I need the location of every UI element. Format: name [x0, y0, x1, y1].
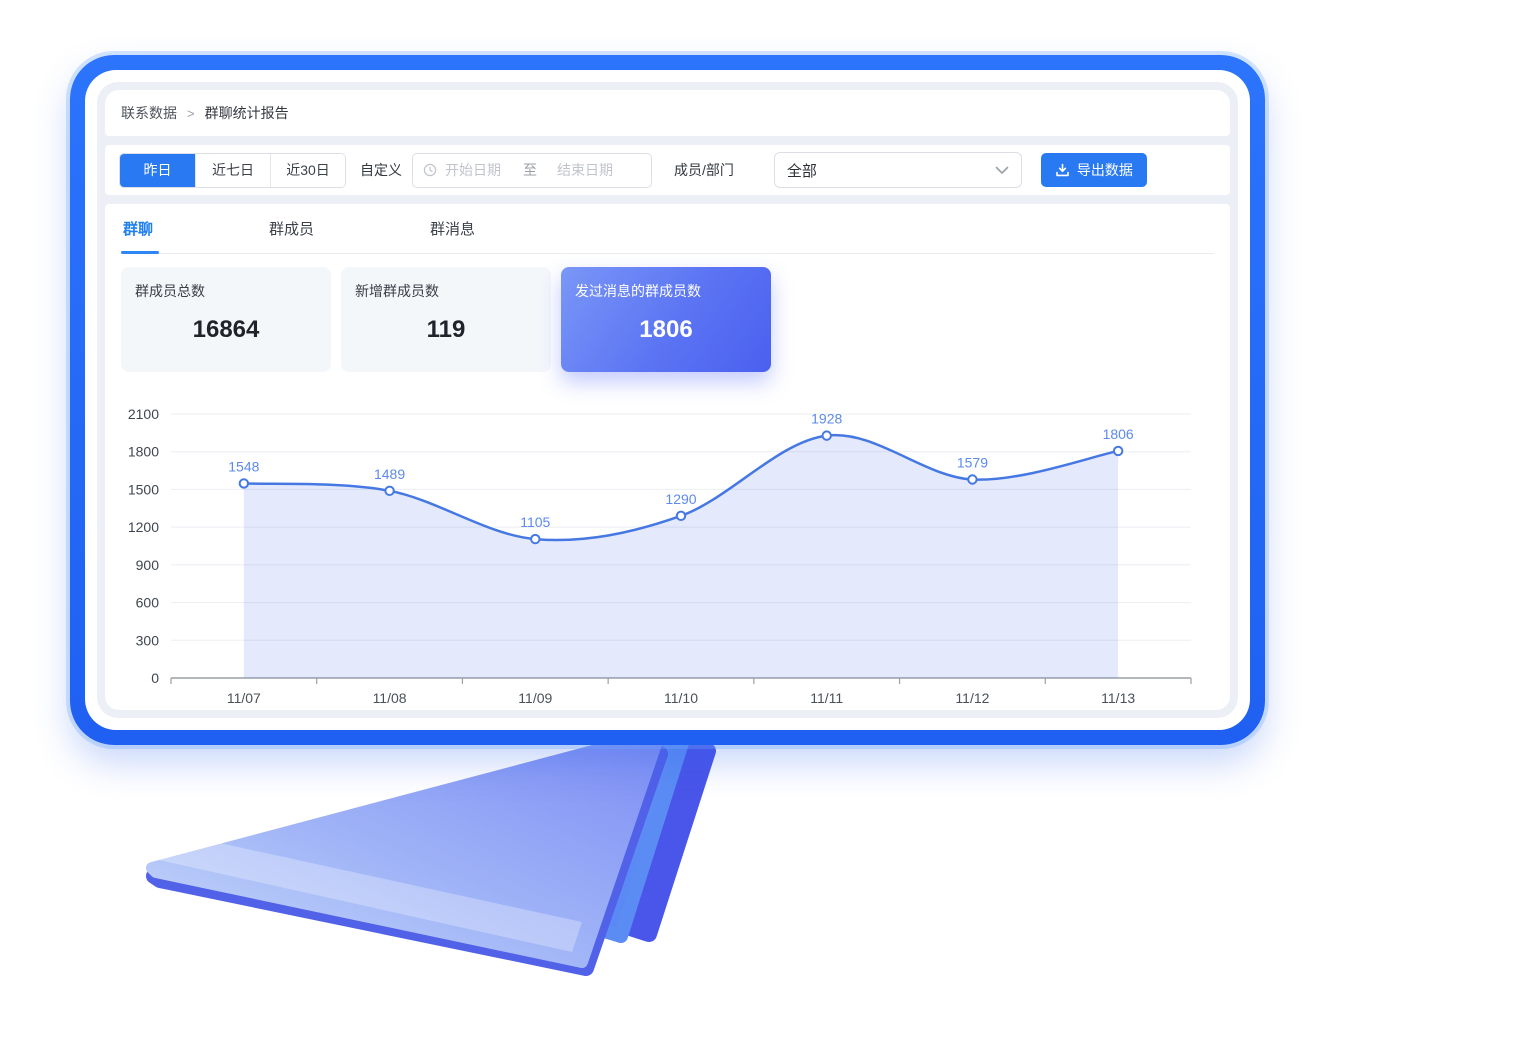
stat-card-total-members: 群成员总数 16864: [121, 267, 331, 372]
tab-group-messages[interactable]: 群消息: [430, 221, 476, 238]
svg-text:1928: 1928: [811, 411, 842, 427]
breadcrumb-separator: >: [187, 105, 195, 121]
group-members-trend-chart[interactable]: 0 300 600 900 1200 1500 1800 2100 1548 11/07 1489 1…: [121, 398, 1211, 710]
content-panel: 联系数据 > 群聊统计报告 昨日 近七日 近30日 自定义: [97, 82, 1238, 718]
end-date-placeholder: 结束日期: [557, 162, 613, 179]
svg-text:11/07: 11/07: [227, 690, 261, 706]
report-card: 群聊 群成员 群消息 群成员总数 16864 新增群成员数 119: [105, 204, 1230, 710]
range-button-last7days[interactable]: 近七日: [195, 153, 270, 187]
chevron-down-icon: [995, 166, 1009, 175]
range-button-yesterday[interactable]: 昨日: [120, 153, 195, 187]
trend-chart-container: 0 300 600 900 1200 1500 1800 2100 1548 11/07 1489 1…: [121, 398, 1214, 710]
svg-text:1489: 1489: [374, 466, 405, 482]
stat-value: 1806: [639, 316, 693, 343]
stat-card-active-members[interactable]: 发过消息的群成员数 1806: [561, 267, 771, 372]
stat-label: 发过消息的群成员数: [575, 283, 701, 299]
clock-icon: [423, 163, 437, 177]
custom-range-label: 自定义: [360, 162, 402, 179]
svg-text:11/08: 11/08: [373, 690, 407, 706]
svg-text:2100: 2100: [128, 406, 159, 422]
svg-text:1105: 1105: [520, 514, 550, 530]
range-button-last30days[interactable]: 近30日: [270, 153, 345, 187]
breadcrumb-item-contact-data[interactable]: 联系数据: [121, 105, 177, 122]
report-tabs: 群聊 群成员 群消息: [121, 204, 1214, 254]
svg-text:1579: 1579: [957, 454, 988, 470]
breadcrumb: 联系数据 > 群聊统计报告: [105, 90, 1230, 137]
svg-text:11/10: 11/10: [664, 690, 698, 706]
svg-text:0: 0: [151, 670, 159, 686]
svg-text:1290: 1290: [665, 491, 696, 507]
filter-bar: 昨日 近七日 近30日 自定义 开始日期 至: [105, 145, 1230, 195]
export-button-label: 导出数据: [1076, 162, 1133, 179]
member-select-value: 全部: [786, 162, 817, 180]
svg-text:600: 600: [136, 595, 160, 611]
svg-text:11/13: 11/13: [1101, 690, 1135, 706]
svg-text:11/09: 11/09: [518, 690, 552, 706]
decorative-card-stack: [146, 725, 716, 976]
svg-text:1806: 1806: [1103, 426, 1134, 442]
app-window-frame: 联系数据 > 群聊统计报告 昨日 近七日 近30日 自定义: [70, 55, 1265, 745]
stat-label: 新增群成员数: [355, 283, 439, 299]
stat-value: 119: [426, 316, 466, 343]
member-department-label: 成员/部门: [674, 162, 734, 179]
member-department-select[interactable]: 全部: [773, 152, 1022, 189]
download-icon: [1055, 163, 1070, 178]
svg-text:1800: 1800: [128, 444, 159, 460]
start-date-placeholder: 开始日期: [445, 162, 501, 179]
date-range-input[interactable]: 开始日期 至 结束日期: [412, 152, 652, 188]
svg-text:11/12: 11/12: [955, 690, 989, 706]
breadcrumb-item-group-report: 群聊统计报告: [204, 105, 289, 122]
svg-text:900: 900: [136, 557, 160, 573]
deco-card-sheen: [150, 830, 582, 952]
stat-cards: 群成员总数 16864 新增群成员数 119 发过消息的群成员数 1806: [121, 267, 1214, 372]
tab-group-chat[interactable]: 群聊: [121, 218, 160, 254]
svg-text:11/11: 11/11: [810, 690, 843, 706]
svg-text:1500: 1500: [128, 481, 159, 497]
tab-group-members[interactable]: 群成员: [269, 221, 315, 238]
export-data-button[interactable]: 导出数据: [1040, 153, 1147, 188]
date-range-segmented-control: 昨日 近七日 近30日: [119, 152, 346, 188]
svg-text:1548: 1548: [228, 458, 259, 474]
date-range-separator: 至: [523, 162, 537, 179]
deco-card-front: [146, 732, 662, 968]
svg-text:300: 300: [136, 632, 160, 648]
stat-value: 16864: [192, 316, 260, 343]
window-inner: 联系数据 > 群聊统计报告 昨日 近七日 近30日 自定义: [85, 70, 1250, 730]
stat-label: 群成员总数: [135, 283, 205, 299]
svg-text:1200: 1200: [128, 519, 159, 535]
stat-card-new-members: 新增群成员数 119: [341, 267, 551, 372]
